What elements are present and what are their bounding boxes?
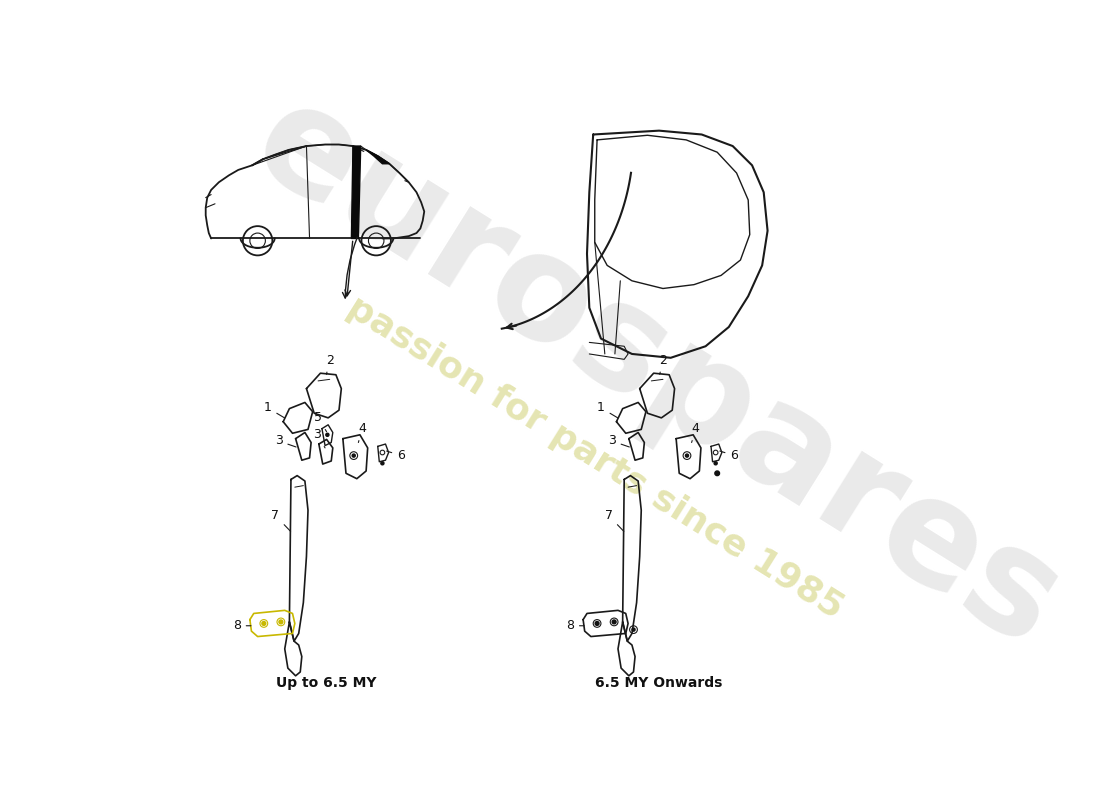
Circle shape (262, 622, 266, 626)
Text: 4: 4 (692, 422, 700, 442)
Circle shape (715, 471, 719, 476)
Text: 6: 6 (719, 449, 738, 462)
Circle shape (595, 622, 600, 626)
Text: Up to 6.5 MY: Up to 6.5 MY (276, 676, 376, 690)
Circle shape (685, 454, 689, 457)
Text: eurospares: eurospares (229, 69, 1085, 678)
Circle shape (326, 434, 329, 436)
Polygon shape (366, 150, 389, 164)
Text: 1: 1 (597, 402, 618, 418)
Text: 6.5 MY Onwards: 6.5 MY Onwards (595, 676, 723, 690)
Text: 8: 8 (566, 619, 584, 632)
Text: passion for parts since 1985: passion for parts since 1985 (341, 290, 849, 626)
Text: 3: 3 (314, 428, 326, 448)
Text: 3: 3 (608, 434, 629, 447)
Text: 4: 4 (359, 422, 366, 442)
Circle shape (352, 454, 355, 457)
Circle shape (381, 462, 384, 465)
Polygon shape (351, 146, 361, 238)
Text: 2: 2 (326, 354, 333, 374)
Text: 7: 7 (605, 509, 624, 531)
Text: 6: 6 (386, 449, 405, 462)
Circle shape (631, 628, 635, 631)
Text: 3: 3 (275, 434, 296, 447)
Text: 8: 8 (233, 619, 251, 632)
Circle shape (279, 620, 283, 624)
Text: 7: 7 (272, 509, 290, 531)
Circle shape (714, 462, 717, 465)
Text: 2: 2 (659, 354, 667, 374)
Text: 1: 1 (264, 402, 285, 418)
Circle shape (613, 620, 616, 624)
Text: 5: 5 (315, 411, 327, 432)
